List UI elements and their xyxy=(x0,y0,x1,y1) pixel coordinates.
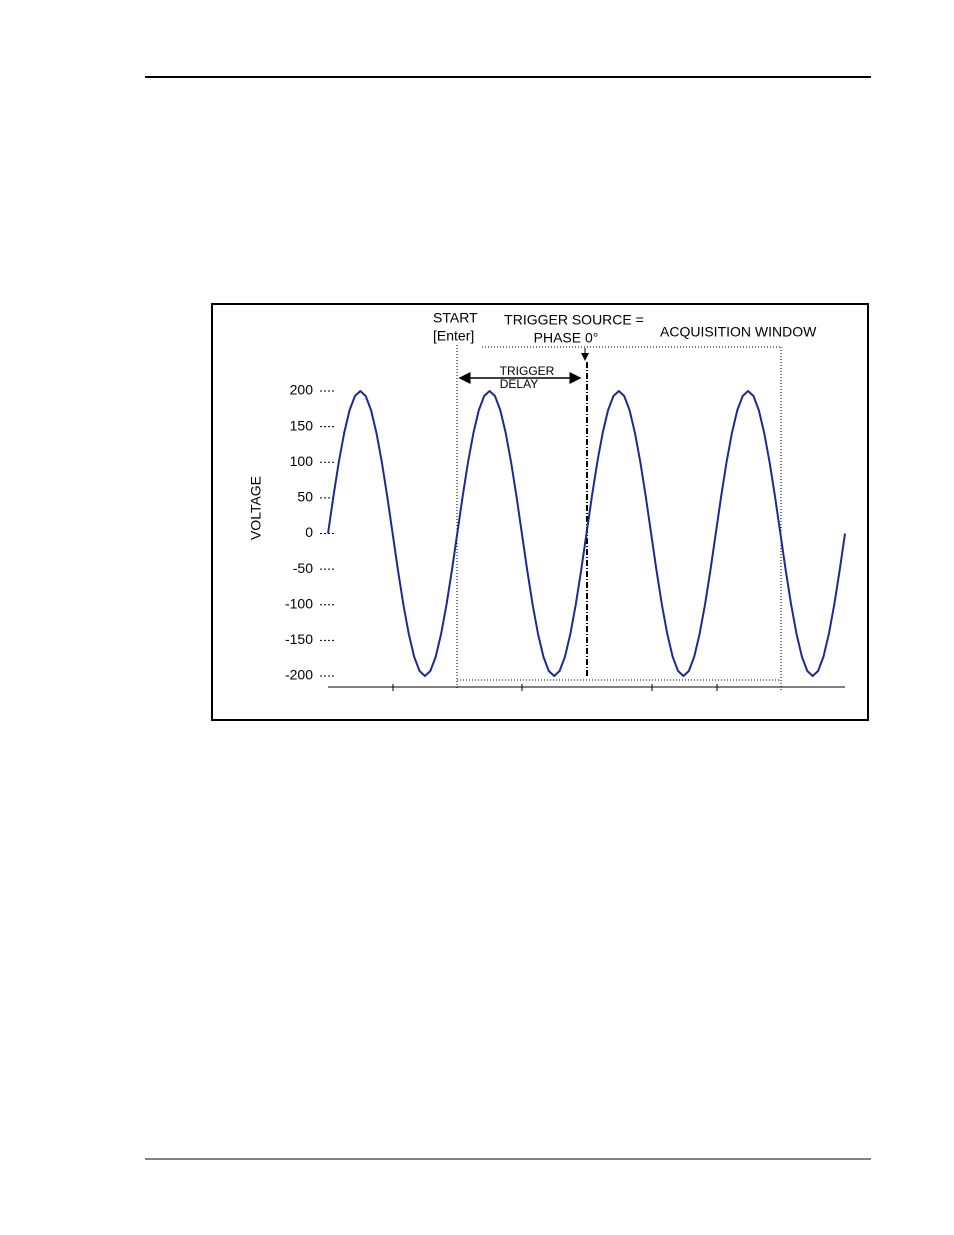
annotation: [Enter] xyxy=(433,328,474,344)
annotation: ACQUISITION WINDOW xyxy=(660,324,817,340)
y-tick-label: 0 xyxy=(305,524,313,540)
annotation: TRIGGER xyxy=(500,364,555,378)
y-tick-label: 100 xyxy=(290,453,314,469)
x-ticks xyxy=(392,684,718,691)
y-tick-label: -50 xyxy=(293,560,313,576)
acquisition-window xyxy=(456,345,782,690)
series-line xyxy=(327,390,846,677)
y-tick-label: -200 xyxy=(285,667,313,683)
annotation: PHASE 0° xyxy=(534,330,599,346)
y-tick-label: 200 xyxy=(290,382,314,398)
y-tick-label: -150 xyxy=(285,631,313,647)
annotation: TRIGGER SOURCE = xyxy=(504,312,644,328)
y-tick-label: -100 xyxy=(285,595,313,611)
figure-frame xyxy=(211,303,869,721)
y-tick-label: 50 xyxy=(297,489,313,505)
annotation: DELAY xyxy=(500,377,538,391)
y-axis-label: VOLTAGE xyxy=(248,476,264,540)
annotation: START xyxy=(433,310,478,326)
y-tick-label: 150 xyxy=(290,417,314,433)
